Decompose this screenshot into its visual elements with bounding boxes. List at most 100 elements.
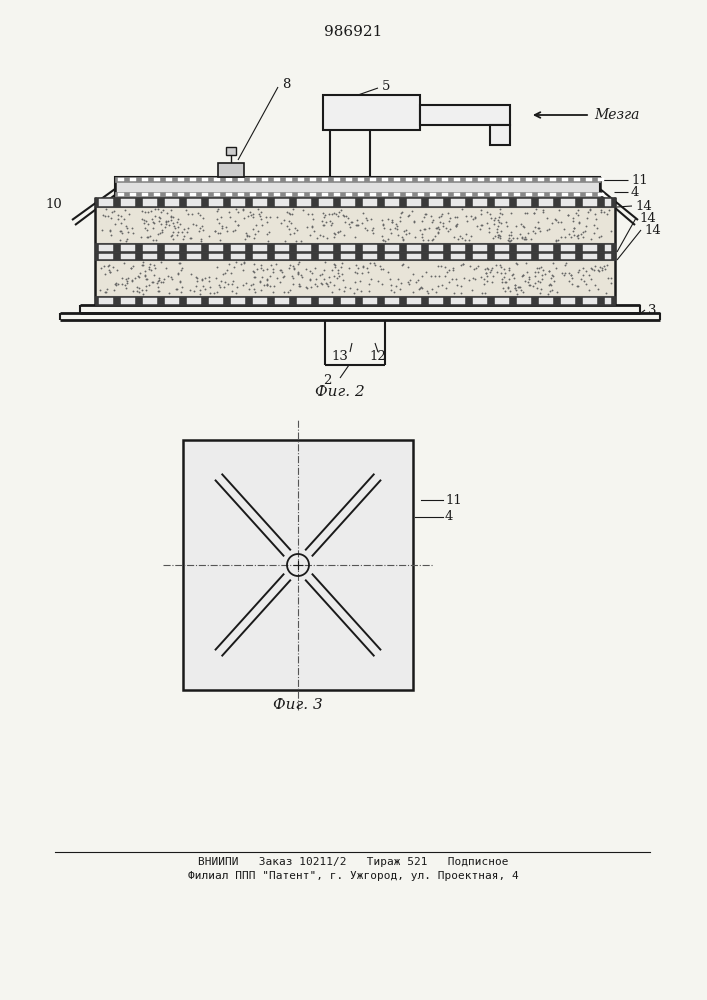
Point xyxy=(452,231,463,247)
Point xyxy=(508,270,520,286)
Point xyxy=(168,209,179,225)
Point xyxy=(586,231,597,247)
Point xyxy=(220,274,231,290)
Point xyxy=(390,220,401,236)
Point xyxy=(560,229,571,245)
Point xyxy=(237,277,248,293)
Point xyxy=(293,278,305,294)
Point xyxy=(211,203,223,219)
Point xyxy=(116,208,127,224)
Point xyxy=(497,271,508,287)
Point xyxy=(336,255,347,271)
Point xyxy=(125,260,136,276)
Point xyxy=(196,231,207,247)
Point xyxy=(350,274,361,290)
Point xyxy=(329,257,341,273)
Point xyxy=(248,256,259,272)
Point xyxy=(373,273,384,289)
Bar xyxy=(183,440,413,690)
Point xyxy=(374,258,385,274)
Point xyxy=(463,232,474,248)
Point xyxy=(260,209,271,225)
Point xyxy=(382,231,394,247)
Point xyxy=(440,268,451,284)
Point xyxy=(290,220,301,236)
Point xyxy=(317,217,329,233)
Bar xyxy=(407,244,421,250)
Point xyxy=(580,218,592,234)
Text: 5: 5 xyxy=(382,80,390,93)
Bar xyxy=(166,178,172,181)
Point xyxy=(481,260,493,276)
Point xyxy=(323,269,334,285)
Bar xyxy=(586,193,592,196)
Point xyxy=(340,208,351,224)
Point xyxy=(457,201,468,217)
Bar xyxy=(394,193,400,196)
Point xyxy=(344,260,355,276)
Point xyxy=(534,223,545,239)
Point xyxy=(503,233,515,249)
Point xyxy=(542,286,554,302)
Point xyxy=(418,209,429,225)
Point xyxy=(556,265,568,281)
Point xyxy=(386,277,397,293)
Point xyxy=(199,281,210,297)
Bar xyxy=(231,253,245,258)
Point xyxy=(176,224,187,240)
Point xyxy=(136,211,148,227)
Point xyxy=(165,208,177,224)
Bar xyxy=(274,178,280,181)
Point xyxy=(515,226,526,242)
Point xyxy=(568,220,579,236)
Point xyxy=(365,255,376,271)
Point xyxy=(199,270,211,286)
Point xyxy=(578,273,590,289)
Point xyxy=(133,269,144,285)
Point xyxy=(506,205,517,221)
Point xyxy=(308,211,319,227)
Point xyxy=(310,271,322,287)
Point xyxy=(339,283,350,299)
Point xyxy=(221,262,233,278)
Point xyxy=(110,275,122,291)
Point xyxy=(475,217,486,233)
Point xyxy=(563,265,574,281)
Bar xyxy=(275,298,289,304)
Bar xyxy=(323,95,420,130)
Point xyxy=(369,257,380,273)
Point xyxy=(559,265,571,281)
Point xyxy=(141,229,153,245)
Point xyxy=(262,277,273,293)
Bar xyxy=(385,244,399,250)
Point xyxy=(487,268,498,284)
Point xyxy=(353,260,364,276)
Bar xyxy=(561,253,575,258)
Point xyxy=(254,274,265,290)
Point xyxy=(404,272,416,288)
Bar xyxy=(231,244,245,250)
Point xyxy=(187,216,199,232)
Point xyxy=(496,259,507,275)
Point xyxy=(350,257,361,273)
Point xyxy=(321,276,332,292)
Point xyxy=(566,276,578,292)
Point xyxy=(571,228,583,244)
Point xyxy=(107,259,119,275)
Point xyxy=(431,220,443,236)
Bar xyxy=(319,244,333,250)
Point xyxy=(173,255,185,271)
Point xyxy=(296,267,307,283)
Bar xyxy=(490,193,496,196)
Point xyxy=(190,278,201,294)
Point xyxy=(570,205,581,221)
Point xyxy=(317,228,328,244)
Point xyxy=(223,204,235,220)
Point xyxy=(294,278,305,294)
Point xyxy=(588,262,600,278)
Point xyxy=(559,257,571,273)
Point xyxy=(112,211,123,227)
Point xyxy=(143,277,154,293)
Point xyxy=(317,205,329,221)
Point xyxy=(120,218,132,234)
